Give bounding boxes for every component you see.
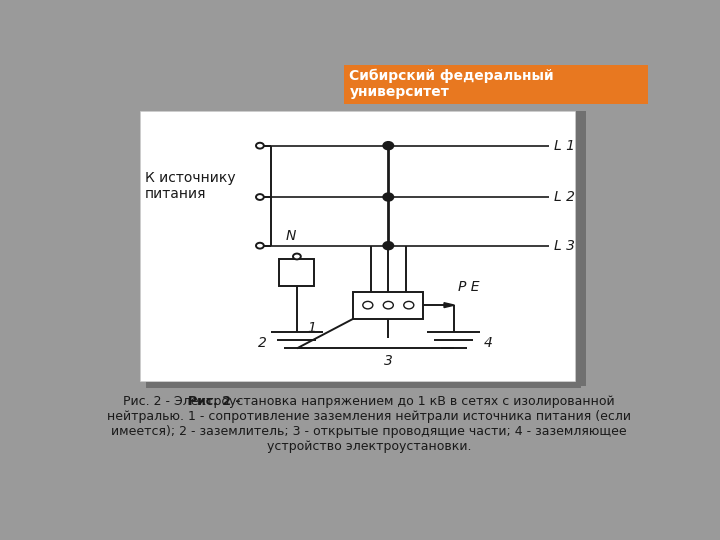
Circle shape bbox=[256, 243, 264, 248]
FancyBboxPatch shape bbox=[344, 65, 648, 104]
FancyBboxPatch shape bbox=[354, 292, 423, 319]
Text: 3: 3 bbox=[384, 354, 392, 368]
Text: N: N bbox=[286, 229, 297, 243]
Circle shape bbox=[404, 301, 414, 309]
FancyBboxPatch shape bbox=[279, 259, 315, 286]
Text: К источнику
питания: К источнику питания bbox=[145, 171, 235, 201]
Polygon shape bbox=[444, 303, 454, 308]
Text: 1: 1 bbox=[307, 321, 317, 335]
Text: Рис. 2 - Электроустановка напряжением до 1 кВ в сетях с изолированной
нейтралью.: Рис. 2 - Электроустановка напряжением до… bbox=[107, 395, 631, 454]
FancyBboxPatch shape bbox=[140, 111, 575, 381]
Text: Сибирский федеральный
университет: Сибирский федеральный университет bbox=[349, 69, 554, 99]
Circle shape bbox=[363, 301, 373, 309]
FancyBboxPatch shape bbox=[575, 111, 585, 386]
Circle shape bbox=[383, 242, 393, 249]
Text: L 1: L 1 bbox=[554, 139, 575, 153]
Text: L 2: L 2 bbox=[554, 190, 575, 204]
Circle shape bbox=[256, 143, 264, 148]
Text: Рис. 2 -: Рис. 2 - bbox=[188, 395, 245, 408]
Text: 4: 4 bbox=[484, 336, 493, 350]
Text: P E: P E bbox=[458, 280, 480, 294]
Circle shape bbox=[383, 142, 393, 150]
Text: 2: 2 bbox=[258, 336, 266, 350]
Text: L 3: L 3 bbox=[554, 239, 575, 253]
Circle shape bbox=[293, 254, 301, 259]
Circle shape bbox=[383, 301, 393, 309]
Circle shape bbox=[256, 194, 264, 200]
Circle shape bbox=[383, 193, 393, 201]
FancyBboxPatch shape bbox=[145, 382, 581, 388]
